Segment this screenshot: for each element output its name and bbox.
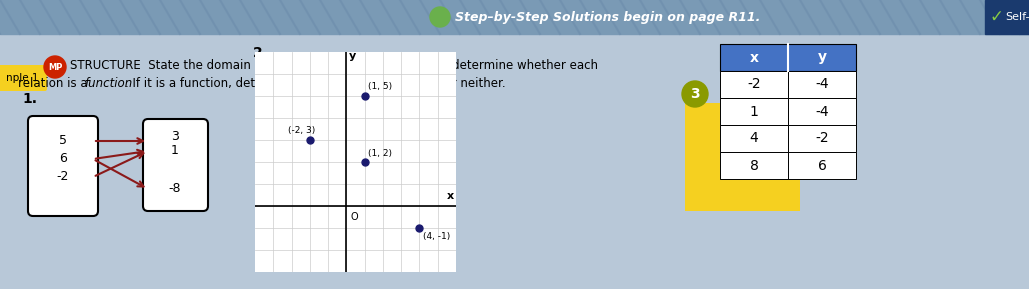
Text: , or neither.: , or neither. (437, 77, 505, 90)
Text: ,: , (409, 77, 416, 90)
Bar (720, 98, 788, 125)
Text: ,: , (378, 77, 386, 90)
Text: 2.: 2. (253, 46, 268, 60)
Text: one-to-one: one-to-one (320, 77, 385, 90)
Text: -2: -2 (815, 131, 828, 145)
Text: Self-Ch: Self-Ch (1005, 12, 1029, 22)
Bar (0, 0, 1029, 34)
Circle shape (44, 56, 66, 78)
Text: -4: -4 (815, 77, 828, 92)
Bar (985, 0, 1029, 34)
Text: ✓: ✓ (990, 8, 1004, 26)
Text: (1, 5): (1, 5) (368, 82, 392, 91)
Text: 1.: 1. (22, 92, 37, 106)
Text: 1: 1 (171, 144, 179, 158)
Text: nple 1: nple 1 (6, 73, 38, 83)
Text: y: y (817, 51, 826, 64)
Text: 3: 3 (690, 87, 700, 101)
Text: 8: 8 (749, 158, 758, 173)
Circle shape (430, 7, 450, 27)
Bar (720, 152, 788, 179)
Text: MP: MP (47, 62, 62, 71)
Text: (4, -1): (4, -1) (423, 232, 451, 241)
Text: x: x (749, 51, 758, 64)
Bar (720, 125, 788, 152)
FancyBboxPatch shape (143, 119, 208, 211)
Text: function: function (84, 77, 133, 90)
Text: 3: 3 (171, 129, 179, 142)
Text: both: both (416, 77, 442, 90)
Text: (1, 2): (1, 2) (368, 149, 392, 158)
Text: y: y (349, 51, 356, 62)
Circle shape (682, 81, 708, 107)
Bar (788, 71, 856, 98)
Text: onto: onto (385, 77, 412, 90)
Text: STRUCTURE  State the domain and range of each relation. Then determine whether e: STRUCTURE State the domain and range of … (70, 59, 598, 72)
Text: (-2, 3): (-2, 3) (288, 126, 315, 135)
Text: . If it is a function, determine if it is: . If it is a function, determine if it i… (125, 77, 336, 90)
Text: -2: -2 (57, 171, 69, 184)
FancyBboxPatch shape (28, 116, 98, 216)
Bar (685, 103, 800, 211)
Bar (788, 125, 856, 152)
Text: -4: -4 (815, 105, 828, 118)
Text: x: x (447, 191, 454, 201)
Text: 5: 5 (59, 134, 67, 147)
Text: -8: -8 (169, 182, 181, 195)
Text: 1: 1 (749, 105, 758, 118)
Text: 6: 6 (59, 153, 67, 166)
Text: O: O (350, 212, 358, 222)
Bar (720, 44, 856, 71)
FancyBboxPatch shape (0, 65, 47, 91)
Text: -2: -2 (747, 77, 760, 92)
Bar (788, 152, 856, 179)
Text: 4: 4 (749, 131, 758, 145)
Text: 6: 6 (818, 158, 826, 173)
Bar (788, 98, 856, 125)
Text: relation is a: relation is a (17, 77, 92, 90)
Bar (720, 71, 788, 98)
Text: Step–by-Step Solutions begin on page R11.: Step–by-Step Solutions begin on page R11… (455, 10, 760, 23)
